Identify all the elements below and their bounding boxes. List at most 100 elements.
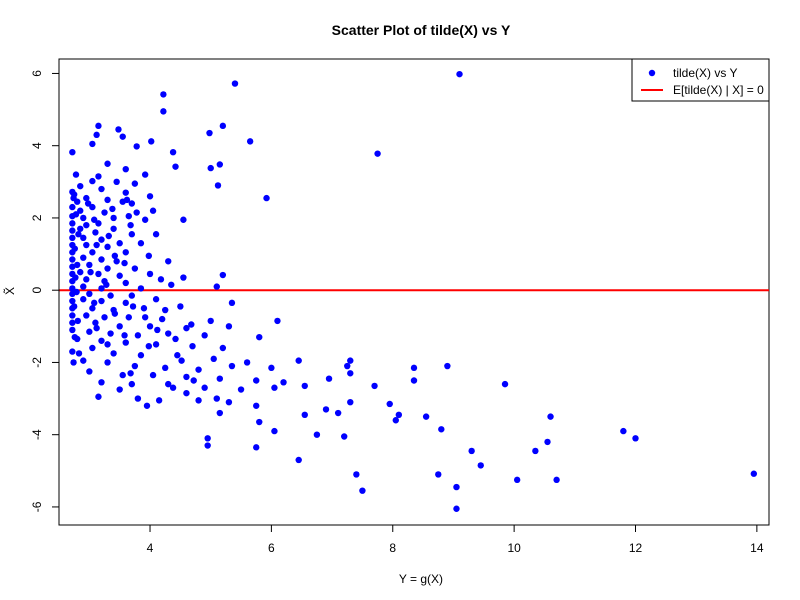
data-point <box>228 362 236 370</box>
data-point <box>134 332 142 339</box>
data-point <box>77 225 84 232</box>
data-point <box>69 256 76 263</box>
data-point <box>89 249 96 256</box>
data-point <box>280 379 287 386</box>
data-point <box>104 196 111 204</box>
data-point <box>98 379 105 386</box>
data-point <box>119 133 126 140</box>
y-tick-label: 2 <box>30 214 44 221</box>
data-point <box>103 281 110 288</box>
data-point <box>83 221 90 229</box>
data-point <box>750 470 758 477</box>
data-point <box>169 149 177 156</box>
data-point <box>438 426 445 433</box>
x-tick-label: 6 <box>268 541 275 555</box>
legend-label-line: E[tilde(X) | X] = 0 <box>673 83 764 97</box>
data-point <box>219 344 227 352</box>
data-point <box>75 231 82 238</box>
data-point <box>334 409 342 417</box>
data-point <box>131 180 139 187</box>
data-point <box>122 189 129 196</box>
data-point <box>69 220 76 227</box>
y-axis: -6 -4 -2 0 2 4 6 <box>30 70 60 512</box>
data-point <box>501 380 509 388</box>
data-point <box>422 413 430 420</box>
data-point <box>243 359 251 366</box>
data-point <box>444 362 451 370</box>
points-layer <box>69 70 758 512</box>
data-point <box>69 312 76 319</box>
data-point <box>93 324 100 332</box>
data-point <box>98 236 105 243</box>
data-point <box>131 362 139 370</box>
data-point <box>256 418 263 426</box>
legend-box <box>631 58 770 102</box>
data-point <box>90 299 98 307</box>
data-point <box>116 272 123 279</box>
data-point <box>225 398 233 406</box>
data-point <box>80 214 87 222</box>
data-point <box>121 259 128 267</box>
data-point <box>141 216 149 223</box>
data-point <box>161 364 169 372</box>
data-point <box>195 366 202 373</box>
legend: tilde(X) vs Y E[tilde(X) | X] = 0 <box>631 58 770 102</box>
data-point <box>116 386 123 393</box>
data-point <box>435 471 442 478</box>
data-point <box>86 328 93 335</box>
data-point <box>105 232 112 240</box>
data-point <box>110 225 117 232</box>
data-point <box>133 143 140 150</box>
data-point <box>127 370 134 377</box>
data-point <box>165 380 172 388</box>
data-point <box>152 341 160 348</box>
data-point <box>69 348 76 355</box>
data-point <box>86 261 93 269</box>
data-point <box>125 212 132 220</box>
data-point <box>83 194 90 202</box>
data-point <box>268 364 275 372</box>
data-point <box>453 505 460 512</box>
data-point <box>188 321 195 328</box>
data-point <box>86 368 93 375</box>
data-point <box>89 203 96 211</box>
data-point <box>89 344 96 352</box>
x-tick-label: 10 <box>507 541 521 555</box>
data-point <box>195 397 202 404</box>
data-point <box>207 164 214 172</box>
data-point <box>216 161 224 168</box>
data-point <box>72 211 80 218</box>
data-point <box>295 456 302 464</box>
data-point <box>87 268 94 276</box>
data-point <box>110 214 117 222</box>
data-point <box>359 487 366 494</box>
data-point <box>80 234 87 242</box>
data-point <box>183 373 190 381</box>
data-point <box>115 126 122 133</box>
data-point <box>386 400 393 408</box>
data-point <box>75 350 83 357</box>
data-point <box>157 276 165 283</box>
x-axis-label: Y = g(X) <box>399 572 443 586</box>
data-point <box>101 209 108 216</box>
data-point <box>231 80 239 87</box>
data-point <box>544 438 551 446</box>
data-point <box>271 384 278 391</box>
data-point <box>69 297 76 305</box>
data-point <box>547 413 554 420</box>
data-point <box>213 283 220 290</box>
data-point <box>353 471 360 478</box>
data-point <box>104 359 111 366</box>
data-point <box>620 427 627 435</box>
data-point <box>210 355 217 363</box>
data-point <box>116 240 123 247</box>
data-point <box>95 173 102 180</box>
data-point <box>158 315 166 323</box>
data-point <box>274 317 281 325</box>
data-point <box>69 149 76 156</box>
data-point <box>69 319 76 326</box>
data-point <box>122 299 129 307</box>
data-point <box>295 357 302 364</box>
data-point <box>98 337 105 344</box>
data-point <box>77 268 84 276</box>
